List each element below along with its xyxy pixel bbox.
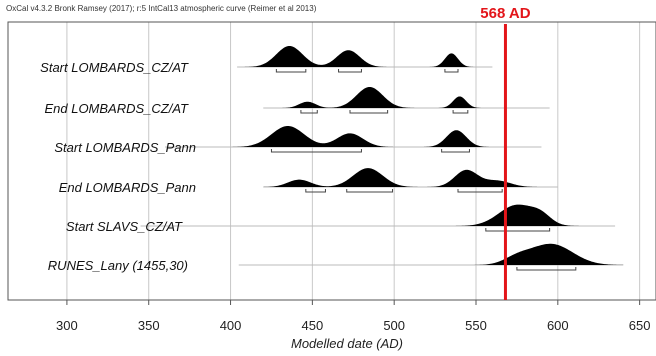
marker-label: 568 AD — [480, 5, 530, 22]
x-tick-label: 550 — [465, 318, 487, 333]
row-label: Start SLAVS_CZ/AT — [66, 219, 183, 234]
distribution-row — [140, 204, 616, 232]
x-tick-label: 400 — [220, 318, 242, 333]
posterior-distribution — [165, 126, 542, 147]
row-labels: Start LOMBARDS_CZ/AT End LOMBARDS_CZ/AT St… — [40, 60, 196, 273]
posterior-distribution — [238, 243, 624, 265]
range-bracket — [349, 110, 389, 114]
distribution-row — [237, 46, 493, 73]
x-axis-title: Modelled date (AD) — [291, 336, 403, 351]
range-bracket — [441, 149, 470, 153]
chart-header: OxCal v4.3.2 Bronk Ramsey (2017); r:5 In… — [6, 4, 317, 13]
row-label: RUNES_Lany (1455,30) — [48, 258, 188, 273]
plot-frame — [7, 21, 656, 301]
range-bracket — [338, 69, 362, 73]
x-tick-label: 350 — [138, 318, 160, 333]
row-label: Start LOMBARDS_CZ/AT — [40, 60, 189, 75]
row-label: End LOMBARDS_CZ/AT — [44, 101, 189, 116]
range-bracket — [444, 69, 459, 73]
grid-lines — [66, 22, 641, 300]
x-axis: 300 350 400 450 500 550 600 650 — [56, 300, 650, 333]
range-bracket — [300, 110, 318, 114]
range-bracket — [516, 267, 577, 271]
range-bracket — [275, 69, 307, 73]
range-bracket — [452, 110, 469, 114]
row-label: End LOMBARDS_Pann — [59, 180, 196, 195]
posterior-distribution — [263, 168, 558, 187]
distribution-row — [263, 87, 550, 114]
x-tick-label: 300 — [56, 318, 78, 333]
distribution-row — [165, 126, 542, 153]
date-marker: 568 AD — [480, 5, 531, 300]
distributions — [140, 46, 624, 271]
x-tick-label: 450 — [302, 318, 324, 333]
posterior-distribution — [237, 46, 493, 67]
x-tick-label: 600 — [547, 318, 569, 333]
range-bracket — [485, 228, 551, 232]
range-bracket — [305, 189, 326, 193]
x-tick-label: 500 — [383, 318, 405, 333]
distribution-row — [263, 168, 558, 193]
range-bracket — [346, 189, 394, 193]
distribution-row — [238, 243, 624, 271]
range-bracket — [270, 149, 362, 153]
posterior-distribution — [140, 204, 616, 226]
row-label: Start LOMBARDS_Pann — [54, 140, 196, 155]
x-tick-label: 650 — [629, 318, 651, 333]
range-bracket — [457, 189, 503, 193]
